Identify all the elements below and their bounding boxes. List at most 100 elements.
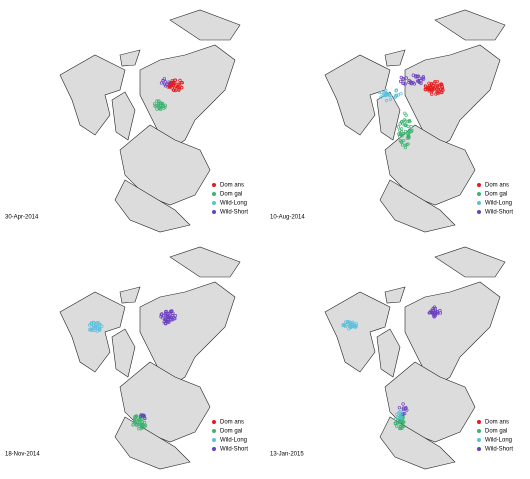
location-point: [163, 105, 167, 109]
location-point: [421, 77, 426, 81]
location-point: [347, 320, 352, 324]
map-panel: 10-Aug-2014 Dom ans Dom gal Wild-Long Wild-S…: [270, 9, 513, 233]
location-point: [350, 320, 355, 324]
location-point: [384, 88, 388, 93]
location-point: [407, 78, 411, 83]
date-label: 30-Apr-2014: [5, 215, 39, 221]
location-point: [344, 320, 348, 324]
location-point: [401, 407, 406, 412]
location-point: [407, 80, 411, 85]
date-label: 13-Jan-2015: [270, 452, 304, 458]
location-point: [401, 132, 406, 136]
location-point: [399, 127, 404, 131]
location-point: [436, 310, 440, 315]
location-point: [177, 82, 182, 86]
legend-swatch: [212, 192, 216, 196]
location-point: [163, 84, 168, 88]
landmass: [324, 246, 506, 470]
location-point: [94, 323, 98, 327]
location-point: [435, 85, 440, 89]
location-point: [399, 91, 403, 96]
location-point: [157, 99, 161, 103]
location-point: [89, 328, 94, 332]
legend-label: Dom ans: [485, 183, 509, 189]
location-point: [430, 89, 434, 93]
location-point: [168, 82, 172, 86]
location-point: [403, 411, 407, 416]
location-point: [411, 80, 415, 85]
location-point: [173, 88, 178, 93]
legend-label: Wild-Long: [485, 438, 512, 444]
location-point: [161, 316, 165, 320]
location-point: [180, 80, 184, 85]
location-point: [88, 328, 92, 332]
location-point: [388, 97, 393, 101]
location-point: [384, 98, 389, 103]
location-point: [408, 120, 412, 124]
location-point: [168, 84, 172, 88]
location-point: [404, 76, 408, 80]
legend-swatch: [477, 429, 481, 433]
location-point: [173, 314, 178, 318]
legend-label: Dom ans: [220, 183, 244, 189]
legend-label: Wild-Long: [220, 201, 247, 207]
legend-label: Wild-Short: [220, 447, 248, 453]
location-point: [434, 85, 438, 89]
location-point: [401, 419, 405, 424]
location-point: [163, 103, 167, 107]
location-point: [400, 140, 404, 144]
location-point: [157, 106, 162, 110]
location-point: [164, 309, 168, 314]
legend-swatch: [477, 438, 481, 442]
location-point: [173, 317, 177, 321]
location-point: [354, 322, 358, 326]
location-point: [169, 310, 174, 314]
location-point: [410, 128, 414, 133]
location-point: [141, 413, 145, 417]
map-panel: 30-Apr-2014 Dom ans Dom gal Wild-Long Wild-S…: [5, 9, 248, 233]
location-point: [138, 414, 143, 419]
location-point: [377, 90, 382, 95]
location-point: [432, 81, 436, 85]
location-point: [406, 119, 410, 124]
location-point: [155, 107, 159, 111]
legend-label: Wild-Long: [485, 201, 512, 207]
location-point: [393, 422, 397, 426]
legend-swatch: [212, 420, 216, 424]
legend-label: Wild-Short: [220, 210, 248, 216]
location-point: [401, 77, 405, 82]
location-point: [160, 101, 165, 106]
location-point: [163, 310, 168, 314]
location-point: [401, 406, 406, 410]
location-point: [398, 415, 403, 420]
location-point: [161, 78, 165, 83]
location-point: [159, 81, 164, 85]
location-point: [439, 83, 443, 87]
location-point: [100, 324, 104, 328]
location-point: [142, 420, 147, 425]
location-point: [432, 315, 436, 319]
location-point: [438, 309, 442, 313]
location-point: [384, 92, 388, 96]
location-point: [158, 101, 163, 105]
location-point: [137, 423, 141, 427]
location-point: [139, 413, 143, 417]
location-point: [439, 90, 443, 94]
location-point: [435, 79, 439, 84]
location-point: [403, 111, 407, 115]
location-point: [178, 84, 182, 88]
location-point: [401, 402, 405, 406]
location-point: [379, 95, 383, 99]
location-point: [403, 143, 408, 147]
location-point: [347, 322, 351, 326]
location-point: [400, 424, 404, 428]
location-point: [168, 317, 172, 321]
location-point: [155, 99, 159, 103]
legend-swatch: [477, 183, 481, 187]
location-point: [415, 74, 419, 79]
legend-swatch: [477, 447, 481, 451]
location-point: [345, 320, 350, 324]
location-point: [350, 324, 354, 329]
location-point: [405, 408, 409, 412]
location-point: [434, 92, 438, 96]
